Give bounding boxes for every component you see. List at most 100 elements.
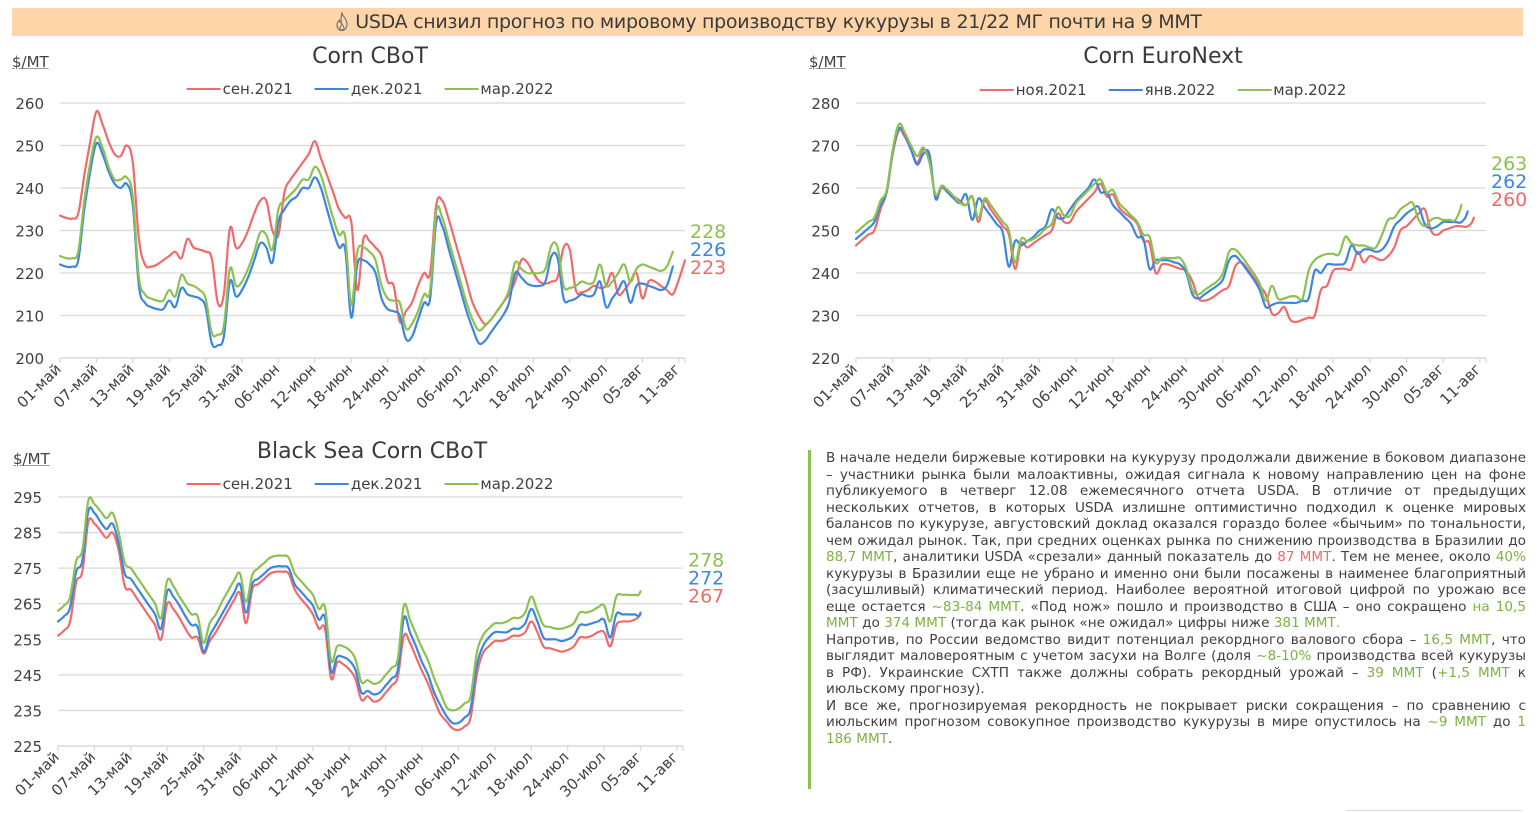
y-tick-label: 280 [811, 95, 840, 113]
commentary-text-segment: кукурузы в Бразилии еще не убрано и имен… [826, 565, 1526, 615]
commentary-text-segment: И все же, прогнозируемая рекордность не … [826, 697, 1526, 731]
y-tick-label: 265 [13, 596, 42, 614]
y-tick-label: 245 [13, 667, 42, 685]
legend-item: мар.2022 [444, 80, 553, 98]
highlighted-figure: 40% [1495, 549, 1526, 565]
chart-black-sea-corn-cbot: $/MT Black Sea Corn CBoT сен.2021 дек.20… [0, 430, 790, 813]
legend-label: янв.2022 [1144, 81, 1216, 99]
legend-item: сен.2021 [186, 475, 293, 493]
legend-item: дек.2021 [314, 475, 423, 493]
commentary-text-segment: . [888, 730, 893, 747]
highlighted-figure: 88,7 ММТ [826, 549, 894, 565]
y-tick-label: 240 [811, 265, 840, 283]
y-tick-label: 250 [15, 138, 44, 156]
y-tick-label: 230 [811, 308, 840, 326]
y-tick-label: 235 [13, 702, 42, 720]
legend-item: ноя.2021 [979, 81, 1087, 99]
x-tick-label: 11-авг [635, 360, 683, 408]
series-line [56, 496, 642, 712]
end-value-label: 263 [1491, 153, 1527, 175]
commentary-paragraph: Напротив, по России ведомство видит поте… [826, 632, 1526, 698]
y-tick-label: 220 [15, 265, 44, 283]
chart-corn-euronext: $/MT Corn EuroNext ноя.2021 янв.2022 мар… [790, 40, 1540, 430]
commentary-paragraph: В начале недели биржевые котировки на ку… [826, 450, 1526, 632]
x-tick-label: 11-авг [1436, 360, 1484, 408]
legend-swatch [186, 88, 221, 90]
end-value-label: 262 [1491, 171, 1527, 193]
legend-item: янв.2022 [1108, 81, 1216, 99]
commentary-text-segment: до [857, 615, 885, 631]
y-tick-label: 210 [15, 308, 44, 326]
legend-label: сен.2021 [222, 475, 293, 493]
y-tick-label: 220 [811, 350, 840, 368]
end-value-label: 226 [690, 239, 726, 261]
chart-legend: сен.2021 дек.2021 мар.2022 [186, 475, 553, 493]
commentary-text-segment: , что выглядит маловероятным с учетом за… [826, 631, 1526, 665]
legend-swatch [186, 483, 221, 485]
highlighted-figure: 374 ММТ [884, 615, 947, 631]
end-value-label: 267 [688, 586, 724, 608]
y-tick-label: 225 [13, 738, 42, 756]
highlighted-figure: ~9 ММТ [1427, 714, 1487, 730]
chart-legend: ноя.2021 янв.2022 мар.2022 [979, 81, 1346, 99]
legend-swatch [1108, 89, 1143, 91]
commentary-text-segment: . Тем не менее, около [1331, 549, 1496, 565]
legend-item: мар.2022 [444, 475, 553, 493]
y-tick-label: 270 [811, 138, 840, 156]
legend-item: дек.2021 [314, 80, 422, 98]
end-value-label: 223 [690, 257, 726, 279]
commentary-text-segment: . «Под нож» пошло и производство в США –… [1020, 598, 1473, 615]
commentary-text-segment: В начале недели биржевые котировки на ку… [826, 450, 1526, 549]
plot-area: 20021022023024025026001-май07-май13-май1… [13, 95, 726, 413]
y-tick-label: 230 [15, 223, 44, 241]
commentary-text-segment: производства всей кукурузы в РФ). Украин… [826, 648, 1526, 681]
legend-swatch [444, 483, 479, 485]
header-banner: USDA снизил прогноз по мировому производ… [12, 8, 1523, 36]
legend-label: мар.2022 [480, 80, 554, 98]
legend-swatch [444, 88, 479, 90]
legend-label: дек.2021 [350, 475, 423, 493]
highlighted-figure: 39 ММТ [1366, 664, 1424, 681]
highlighted-figure: 381 ММТ. [1273, 615, 1341, 631]
y-tick-label: 295 [13, 489, 42, 507]
series-line [58, 141, 674, 349]
highlighted-figure: 1 186 ММТ [826, 714, 1526, 747]
highlighted-figure: +1,5 ММТ [1436, 664, 1510, 681]
flame-icon [333, 11, 351, 32]
y-tick-label: 260 [811, 180, 840, 198]
y-tick-label: 285 [13, 525, 42, 543]
legend-swatch [314, 88, 349, 90]
y-tick-label: 200 [15, 350, 44, 368]
chart-corn-cbot: $/MT Corn CBoT сен.2021 дек.2021 мар.202… [0, 40, 790, 430]
series-line [854, 122, 1463, 302]
chart-legend: сен.2021 дек.2021 мар.2022 [186, 80, 553, 98]
x-tick-label: 11-авг [633, 748, 681, 796]
end-value-label: 272 [688, 568, 724, 590]
legend-label: ноя.2021 [1015, 81, 1087, 99]
end-value-label: 278 [688, 550, 724, 572]
end-value-label: 228 [690, 221, 726, 243]
legend-swatch [979, 89, 1014, 91]
legend-swatch [314, 483, 349, 485]
commentary-text-segment: к июльскому прогнозу). [826, 664, 1526, 698]
commentary-paragraph: И все же, прогнозируемая рекордность не … [826, 698, 1526, 748]
divider [1346, 810, 1522, 811]
plot-area: 22023024025026027028001-май07-май13-май1… [809, 95, 1527, 413]
highlighted-figure: 16,5 ММТ [1422, 631, 1492, 648]
chart-title: Corn EuroNext [1083, 44, 1243, 69]
y-axis-unit: $/MT [12, 53, 49, 71]
series-line [56, 517, 642, 732]
header-title: USDA снизил прогноз по мировому производ… [355, 11, 1202, 33]
series-line [58, 135, 674, 338]
series-line [58, 109, 687, 326]
commentary-text-segment: ( [1423, 664, 1437, 681]
commentary-text-segment: , аналитики USDA «срезали» данный показа… [893, 549, 1278, 565]
plot-area: 22523524525526527528529501-май07-май13-м… [11, 489, 724, 801]
legend-label: сен.2021 [222, 80, 293, 98]
y-axis-unit: $/MT [13, 450, 50, 468]
highlighted-figure: ~83-84 ММТ [931, 598, 1021, 615]
y-tick-label: 275 [13, 560, 42, 578]
highlighted-figure: на 10,5 ММТ [826, 598, 1526, 632]
y-tick-label: 250 [811, 223, 840, 241]
legend-item: мар.2022 [1237, 81, 1346, 99]
